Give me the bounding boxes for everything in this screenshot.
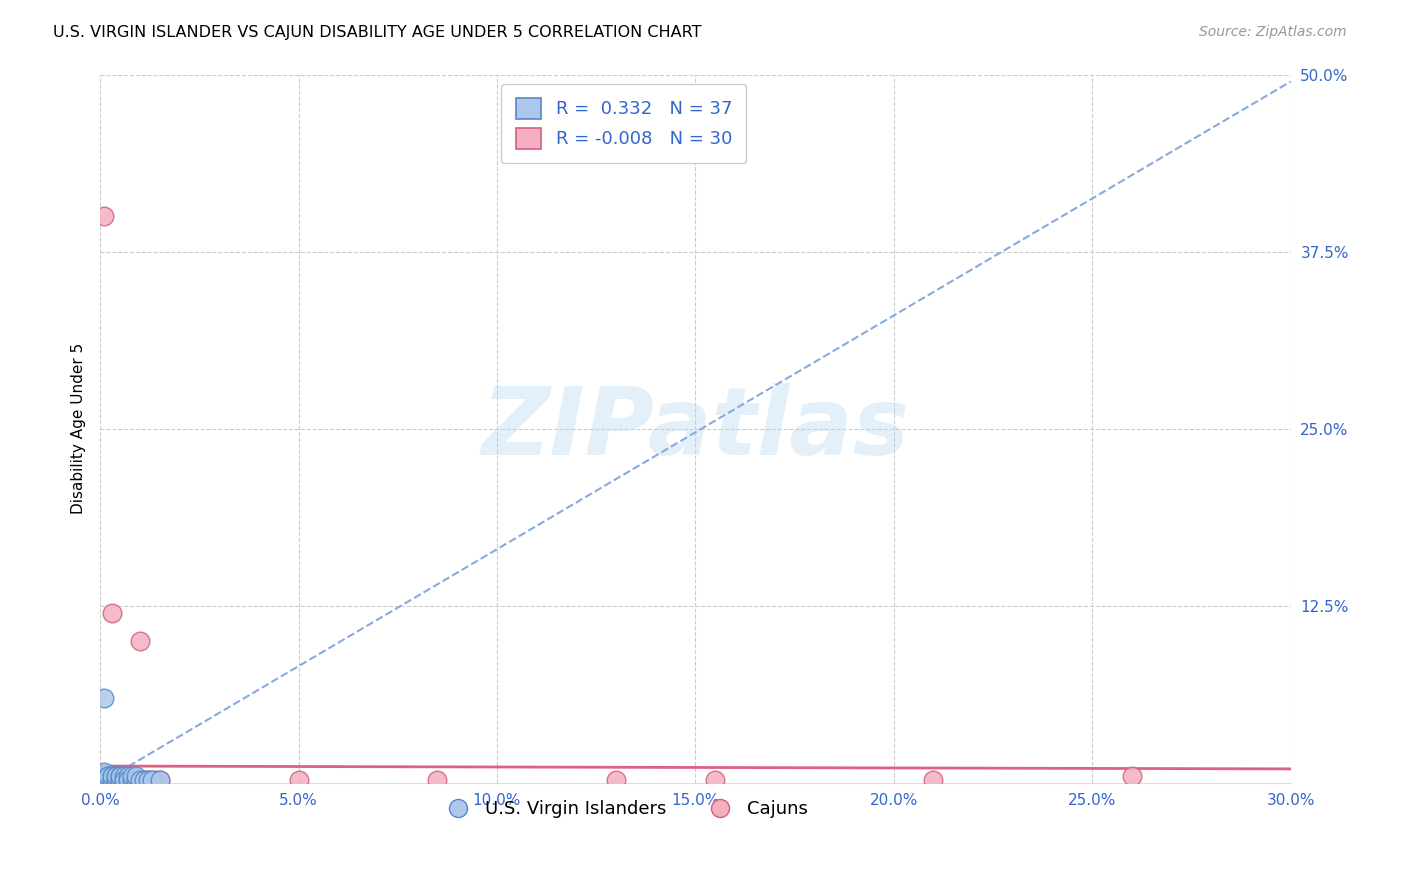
Point xyxy=(93,773,115,788)
Point xyxy=(97,769,120,783)
Point xyxy=(125,773,148,788)
Point xyxy=(108,773,131,788)
Point xyxy=(105,773,128,788)
Point xyxy=(89,769,111,783)
Point xyxy=(121,773,143,788)
Point xyxy=(136,773,159,788)
Point xyxy=(287,773,309,788)
Text: Source: ZipAtlas.com: Source: ZipAtlas.com xyxy=(1199,25,1347,39)
Point xyxy=(132,773,155,788)
Point xyxy=(108,769,131,783)
Point xyxy=(89,773,111,788)
Point xyxy=(149,773,172,788)
Point xyxy=(141,773,163,788)
Text: U.S. VIRGIN ISLANDER VS CAJUN DISABILITY AGE UNDER 5 CORRELATION CHART: U.S. VIRGIN ISLANDER VS CAJUN DISABILITY… xyxy=(53,25,702,40)
Point xyxy=(704,773,727,788)
Text: ZIPatlas: ZIPatlas xyxy=(481,383,910,475)
Point xyxy=(128,634,150,648)
Point xyxy=(101,769,124,783)
Point xyxy=(128,773,150,788)
Point xyxy=(149,773,172,788)
Point xyxy=(125,769,148,783)
Point xyxy=(101,773,124,788)
Point xyxy=(101,769,124,783)
Point xyxy=(117,773,139,788)
Point xyxy=(108,769,131,783)
Point xyxy=(112,773,135,788)
Point xyxy=(112,773,135,788)
Point xyxy=(1121,769,1143,783)
Point xyxy=(97,769,120,783)
Point xyxy=(108,773,131,788)
Legend: U.S. Virgin Islanders, Cajuns: U.S. Virgin Islanders, Cajuns xyxy=(433,793,815,825)
Point xyxy=(117,769,139,783)
Point xyxy=(605,773,627,788)
Point xyxy=(93,209,115,223)
Point xyxy=(105,769,128,783)
Point xyxy=(93,691,115,706)
Point xyxy=(101,769,124,783)
Point xyxy=(112,769,135,783)
Point xyxy=(101,773,124,788)
Point xyxy=(105,773,128,788)
Point xyxy=(105,773,128,788)
Point xyxy=(125,773,148,788)
Point xyxy=(97,773,120,788)
Point xyxy=(141,773,163,788)
Point xyxy=(108,769,131,783)
Point xyxy=(117,773,139,788)
Point xyxy=(93,764,115,779)
Point xyxy=(112,769,135,783)
Point xyxy=(97,769,120,783)
Point xyxy=(121,773,143,788)
Point xyxy=(136,773,159,788)
Point xyxy=(108,773,131,788)
Point xyxy=(112,773,135,788)
Point xyxy=(922,773,945,788)
Point xyxy=(101,773,124,788)
Point xyxy=(93,769,115,783)
Point xyxy=(145,773,167,788)
Point xyxy=(132,773,155,788)
Point xyxy=(97,773,120,788)
Point xyxy=(117,773,139,788)
Point xyxy=(426,773,449,788)
Point xyxy=(105,769,128,783)
Point xyxy=(105,769,128,783)
Point xyxy=(89,773,111,788)
Point xyxy=(101,606,124,620)
Y-axis label: Disability Age Under 5: Disability Age Under 5 xyxy=(72,343,86,515)
Point xyxy=(121,769,143,783)
Point xyxy=(97,773,120,788)
Point xyxy=(93,769,115,783)
Point xyxy=(93,773,115,788)
